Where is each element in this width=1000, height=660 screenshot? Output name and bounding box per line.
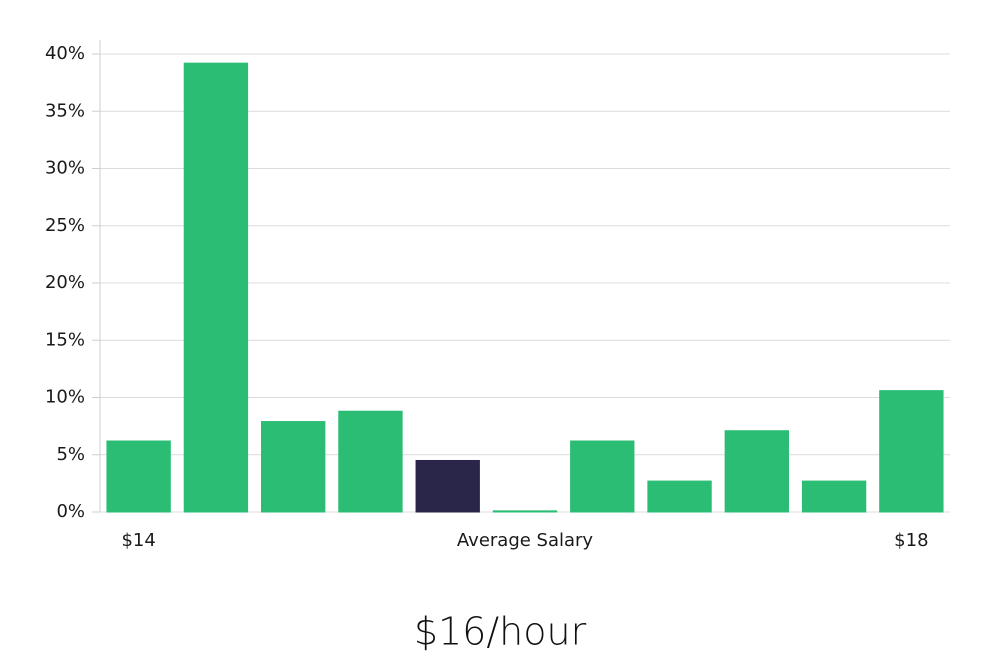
y-tick-label: 40% bbox=[45, 43, 85, 64]
bar bbox=[261, 421, 326, 513]
y-tick-label: 25% bbox=[45, 215, 85, 236]
bar bbox=[415, 459, 480, 513]
y-tick-label: 20% bbox=[45, 272, 85, 293]
chart-subtitle: $16/hour bbox=[414, 610, 587, 654]
y-tick-label: 35% bbox=[45, 100, 85, 121]
bar bbox=[801, 480, 867, 513]
bar bbox=[338, 410, 403, 513]
bar bbox=[724, 430, 789, 513]
y-tick-label: 0% bbox=[56, 501, 85, 522]
x-tick-label: $14 bbox=[121, 530, 155, 551]
bar bbox=[570, 440, 635, 513]
bar bbox=[183, 62, 249, 513]
x-tick-label: Average Salary bbox=[457, 530, 594, 551]
bar bbox=[647, 480, 712, 513]
y-tick-label: 5% bbox=[56, 444, 85, 465]
bar bbox=[879, 390, 944, 513]
y-tick-label: 15% bbox=[45, 329, 85, 350]
x-tick-label: $18 bbox=[894, 530, 928, 551]
y-tick-label: 10% bbox=[45, 387, 85, 408]
bar bbox=[492, 510, 558, 513]
y-tick-label: 30% bbox=[45, 158, 85, 179]
bar bbox=[106, 440, 171, 513]
